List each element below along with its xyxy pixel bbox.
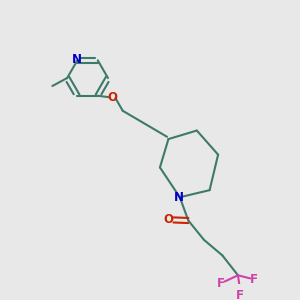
Text: O: O xyxy=(164,213,173,226)
Text: F: F xyxy=(250,273,258,286)
Text: F: F xyxy=(216,277,224,290)
Text: N: N xyxy=(174,191,184,204)
Text: N: N xyxy=(71,53,82,66)
Text: F: F xyxy=(236,289,244,300)
Text: O: O xyxy=(107,91,117,104)
